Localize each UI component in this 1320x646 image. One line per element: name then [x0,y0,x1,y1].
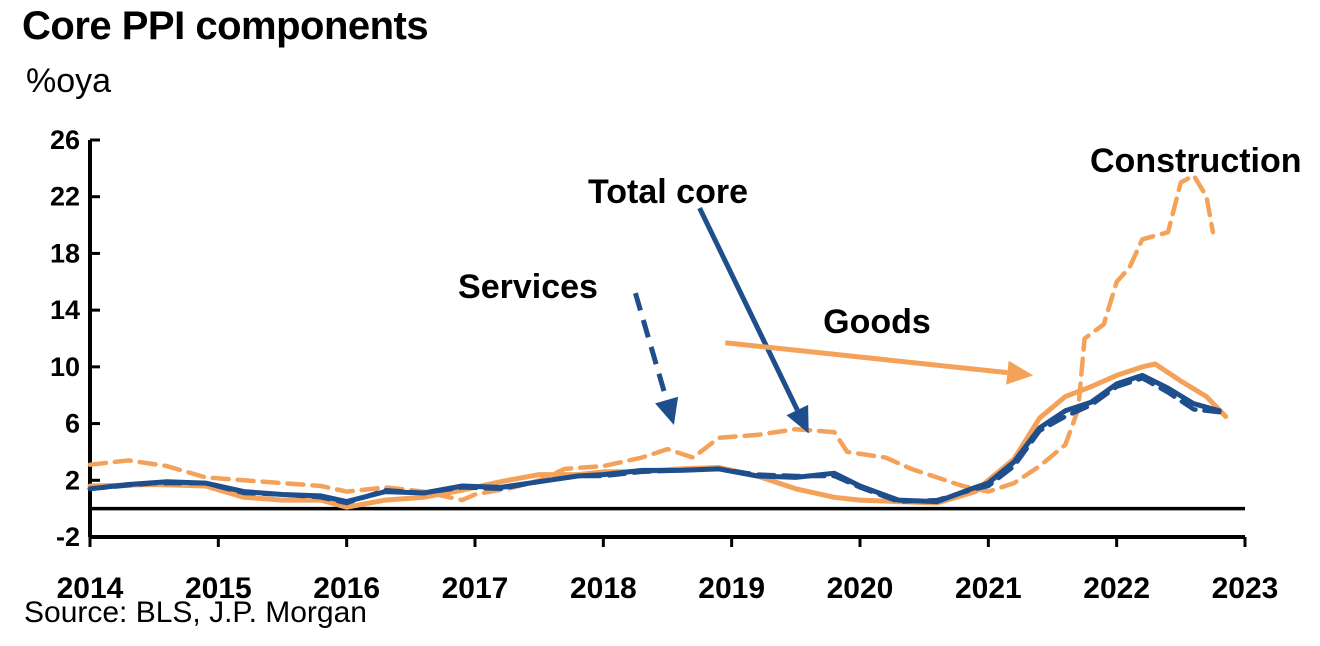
x-tick-label: 2018 [570,572,637,605]
y-tick-label: 26 [50,125,80,155]
y-tick-label: -2 [56,522,80,552]
series-line-goods [87,361,1229,510]
arrowhead-total-core [786,404,809,434]
annotation-total-core: Total core [588,173,748,211]
annotation-services: Services [458,268,598,306]
chart-annotations: Construction Total core Services Goods [458,142,1302,434]
x-tick-label: 2015 [185,572,252,605]
x-tick-label: 2023 [1212,572,1279,605]
y-tick-label: 10 [50,352,80,382]
source-note: Source: BLS, J.P. Morgan [24,596,367,629]
chart-title: Core PPI components [22,4,429,48]
arrow-goods [724,340,1008,376]
x-tick-label: 2022 [1083,572,1150,605]
y-tick-label: 14 [50,295,80,325]
series-line-services [87,375,1222,506]
unit-label: %oya [26,62,112,100]
x-tick-label: 2017 [442,572,509,605]
arrowhead-goods [1006,360,1034,385]
arrow-services [633,292,670,401]
y-tick-label: 2 [65,465,80,495]
annotation-goods: Goods [823,303,931,341]
chart-series [87,173,1229,510]
y-tick-label: 18 [50,238,80,268]
y-tick-label: 22 [50,182,80,212]
arrow-total-core [697,206,800,412]
annotation-construction: Construction [1090,142,1302,180]
series-line-total-core [87,372,1222,505]
series-line-construction [87,173,1216,503]
x-tick-label: 2014 [57,572,124,605]
y-tick-label: 6 [65,409,80,439]
chart-axes: 26 22 18 14 10 6 2 -2 2014 2015 2016 2017 2018 2019 20… [50,125,1278,605]
x-tick-label: 2020 [827,572,894,605]
arrowhead-services [655,396,679,425]
x-tick-label: 2021 [955,572,1022,605]
x-tick-label: 2019 [698,572,765,605]
x-tick-label: 2016 [313,572,380,605]
